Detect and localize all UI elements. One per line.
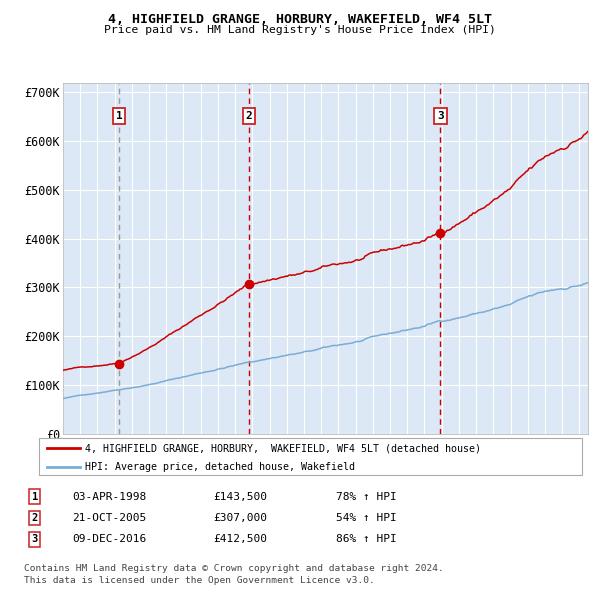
- Text: Contains HM Land Registry data © Crown copyright and database right 2024.: Contains HM Land Registry data © Crown c…: [24, 564, 444, 573]
- Text: 21-OCT-2005: 21-OCT-2005: [72, 513, 146, 523]
- Text: £307,000: £307,000: [213, 513, 267, 523]
- Text: 1: 1: [116, 111, 122, 121]
- Text: 3: 3: [437, 111, 444, 121]
- Text: 2: 2: [245, 111, 253, 121]
- Text: This data is licensed under the Open Government Licence v3.0.: This data is licensed under the Open Gov…: [24, 576, 375, 585]
- Text: 86% ↑ HPI: 86% ↑ HPI: [336, 535, 397, 544]
- Text: 4, HIGHFIELD GRANGE, HORBURY, WAKEFIELD, WF4 5LT: 4, HIGHFIELD GRANGE, HORBURY, WAKEFIELD,…: [108, 13, 492, 26]
- Text: £143,500: £143,500: [213, 492, 267, 502]
- FancyBboxPatch shape: [39, 438, 582, 475]
- Text: 4, HIGHFIELD GRANGE, HORBURY,  WAKEFIELD, WF4 5LT (detached house): 4, HIGHFIELD GRANGE, HORBURY, WAKEFIELD,…: [85, 443, 481, 453]
- Text: 2: 2: [32, 513, 38, 523]
- Text: 54% ↑ HPI: 54% ↑ HPI: [336, 513, 397, 523]
- Text: 09-DEC-2016: 09-DEC-2016: [72, 535, 146, 544]
- Text: £412,500: £412,500: [213, 535, 267, 544]
- Text: 1: 1: [32, 492, 38, 502]
- Text: Price paid vs. HM Land Registry's House Price Index (HPI): Price paid vs. HM Land Registry's House …: [104, 25, 496, 35]
- Text: 03-APR-1998: 03-APR-1998: [72, 492, 146, 502]
- Text: 78% ↑ HPI: 78% ↑ HPI: [336, 492, 397, 502]
- Text: 3: 3: [32, 535, 38, 544]
- Text: HPI: Average price, detached house, Wakefield: HPI: Average price, detached house, Wake…: [85, 462, 355, 472]
